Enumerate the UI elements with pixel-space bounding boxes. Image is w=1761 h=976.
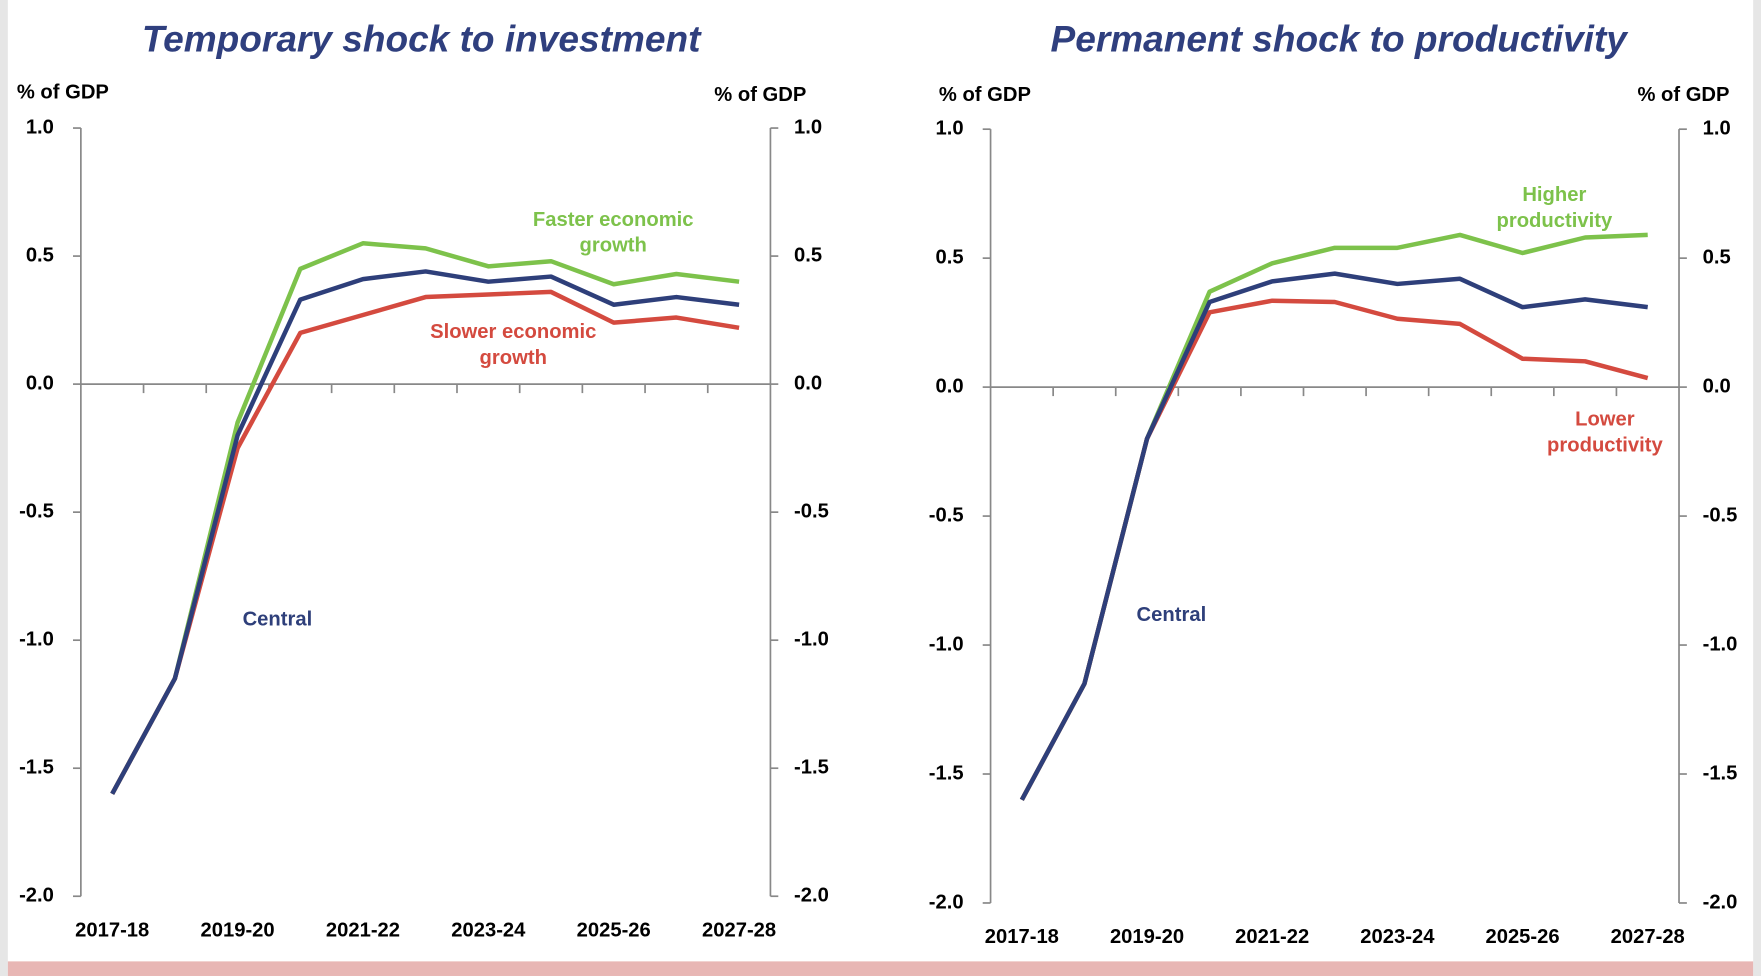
series-annotation: Slower economic growth xyxy=(430,320,597,369)
y-tick-label: 1.0 xyxy=(936,118,964,140)
x-tick-label: 2025-26 xyxy=(1485,926,1559,948)
series-annotation: Faster economic growth xyxy=(532,207,694,257)
y2-tick-label: 0.5 xyxy=(1703,246,1731,268)
frame-edge xyxy=(1753,0,1761,976)
y-tick-label: -0.5 xyxy=(19,500,54,522)
y2-tick-label: -0.5 xyxy=(794,500,829,522)
y2-tick-label: 1.0 xyxy=(1703,118,1731,140)
chart-title: Temporary shock to investment xyxy=(142,17,702,59)
y-tick-label: -1.5 xyxy=(19,757,54,779)
series-label: Central xyxy=(242,607,313,631)
y-axis-label: % of GDP xyxy=(939,84,1031,106)
series-annotation: Higher productivity xyxy=(1496,183,1613,232)
y-tick-label: -0.5 xyxy=(929,504,964,526)
x-tick-label: 2027-28 xyxy=(702,919,776,941)
y2-axis-label: % of GDP xyxy=(714,84,806,106)
y-tick-label: -1.0 xyxy=(929,633,964,655)
y-tick-label: -1.5 xyxy=(929,762,964,784)
series-annotation: Central xyxy=(242,607,313,631)
y2-axis-label: % of GDP xyxy=(1637,84,1729,106)
y2-tick-label: 1.0 xyxy=(794,116,822,138)
series-label: Lower productivity xyxy=(1547,407,1663,456)
y-tick-label: -1.0 xyxy=(19,629,54,651)
x-tick-label: 2019-20 xyxy=(201,919,275,941)
bottom-bar xyxy=(7,961,1754,976)
y2-tick-label: 0.5 xyxy=(794,244,822,266)
y2-tick-label: -1.0 xyxy=(794,629,829,651)
series-label: Higher productivity xyxy=(1496,183,1613,232)
y2-tick-label: -1.5 xyxy=(1703,762,1738,784)
y2-tick-label: -2.0 xyxy=(1703,891,1738,913)
chart-title: Permanent shock to productivity xyxy=(1051,17,1630,59)
y-tick-label: -2.0 xyxy=(19,885,54,907)
x-tick-label: 2023-24 xyxy=(451,919,526,941)
y-tick-label: -2.0 xyxy=(929,891,964,913)
x-tick-label: 2019-20 xyxy=(1110,926,1184,948)
y2-tick-label: 0.0 xyxy=(1703,375,1731,397)
x-tick-label: 2021-22 xyxy=(1235,926,1309,948)
y-tick-label: 0.0 xyxy=(936,375,964,397)
series-label: Faster economic growth xyxy=(532,207,694,257)
frame-edge xyxy=(0,0,8,976)
series-label: Central xyxy=(1136,603,1207,626)
x-tick-label: 2027-28 xyxy=(1611,926,1685,948)
y2-tick-label: -1.0 xyxy=(1703,633,1738,655)
x-tick-label: 2017-18 xyxy=(985,926,1059,948)
y2-tick-label: -0.5 xyxy=(1703,504,1738,526)
series-line xyxy=(110,269,740,795)
x-tick-label: 2017-18 xyxy=(75,919,149,941)
x-tick-label: 2025-26 xyxy=(577,919,651,941)
series-annotation: Central xyxy=(1136,603,1207,626)
x-tick-label: 2021-22 xyxy=(326,919,400,941)
series-label: Slower economic growth xyxy=(430,320,597,369)
y2-tick-label: 0.0 xyxy=(794,372,822,394)
y-tick-label: 1.0 xyxy=(26,116,54,138)
y2-tick-label: -1.5 xyxy=(794,757,829,779)
series-annotation: Lower productivity xyxy=(1547,407,1663,456)
y-tick-label: 0.5 xyxy=(26,244,54,266)
y-axis-label: % of GDP xyxy=(17,82,109,104)
series-line xyxy=(1019,271,1649,801)
y-tick-label: 0.0 xyxy=(26,372,54,394)
y-tick-label: 0.5 xyxy=(936,246,964,268)
x-tick-label: 2023-24 xyxy=(1360,926,1435,948)
y2-tick-label: -2.0 xyxy=(794,885,829,907)
